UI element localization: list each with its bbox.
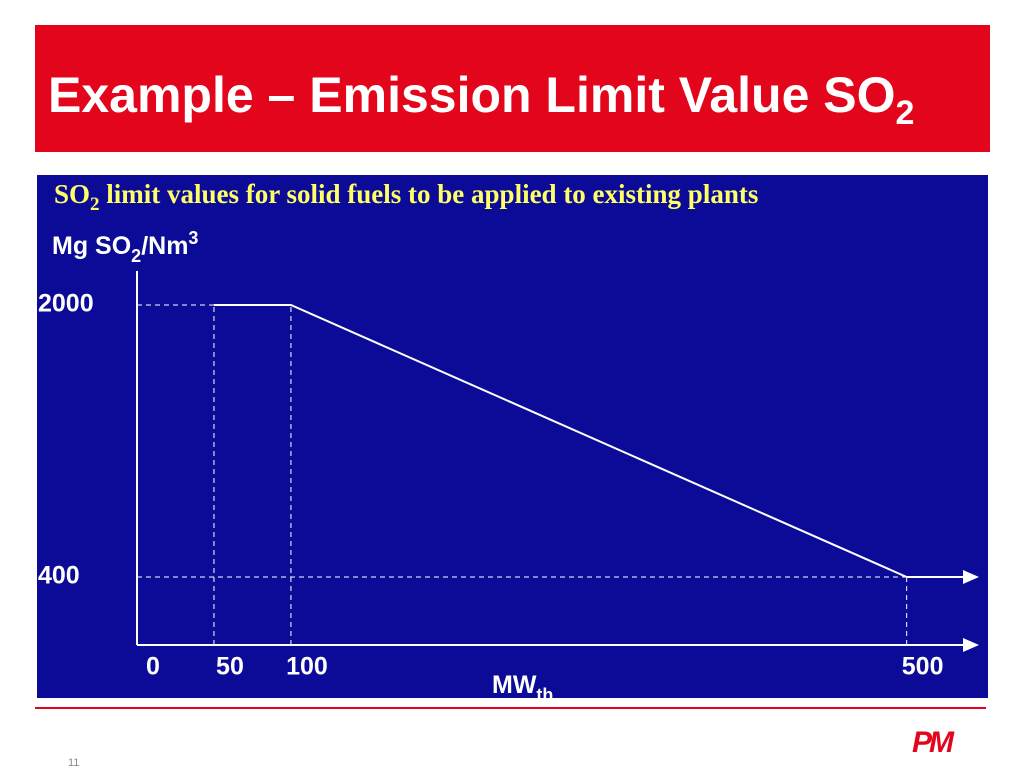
y-label-superscript: 3 xyxy=(188,228,198,248)
slide-title: Example – Emission Limit Value SO2 xyxy=(48,67,914,132)
line-series xyxy=(213,304,908,578)
x-axis-arrow xyxy=(963,638,979,652)
y-tick-label: 2000 xyxy=(38,290,94,318)
logo: PM xyxy=(912,726,955,759)
chart-title-part: SO xyxy=(54,179,90,209)
page-number: 11 xyxy=(68,757,79,768)
y-label-part: Mg SO xyxy=(52,232,131,260)
slide-title-subscript: 2 xyxy=(896,94,915,132)
x-tick-label: 100 xyxy=(286,653,328,681)
x-tick-label: 50 xyxy=(216,653,244,681)
title-banner xyxy=(35,25,990,152)
x-tick-label: 0 xyxy=(146,653,160,681)
chart-panel xyxy=(37,175,988,698)
x-axis-label: MWth xyxy=(492,671,553,705)
x-label-subscript: th xyxy=(536,685,553,705)
y-label-subscript: 2 xyxy=(131,246,141,266)
y-label-part: /Nm xyxy=(141,232,188,260)
x-label-part: MW xyxy=(492,671,537,699)
chart-title-part: limit values for solid fuels to be appli… xyxy=(100,179,759,209)
y-axis-label: Mg SO2/Nm3 xyxy=(52,228,198,266)
x-tick-label: 500 xyxy=(902,653,944,681)
line-arrow xyxy=(963,570,979,584)
chart-title-subscript: 2 xyxy=(90,194,100,215)
chart-title: SO2 limit values for solid fuels to be a… xyxy=(54,179,758,215)
y-tick-label: 400 xyxy=(38,562,80,590)
slide-title-text: Example – Emission Limit Value SO xyxy=(48,67,896,123)
